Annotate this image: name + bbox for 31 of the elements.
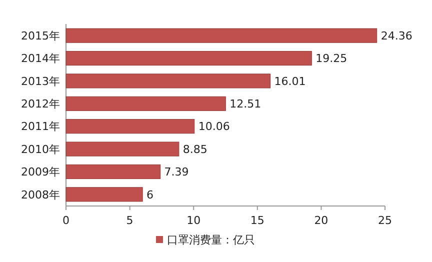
x-tick-label: 20 (314, 214, 328, 227)
y-tick-label: 2011年 (21, 120, 60, 134)
data-label: 16.01 (274, 74, 306, 88)
data-label: 7.39 (164, 166, 189, 179)
bar (66, 50, 312, 66)
y-tick-label: 2010年 (21, 142, 60, 156)
bar (66, 119, 195, 134)
y-tick-label: 2014年 (21, 52, 60, 66)
x-tick-label: 0 (62, 214, 70, 227)
data-label: 6 (146, 188, 154, 202)
y-tick-label: 2009年 (21, 166, 60, 179)
y-tick-label: 2008年 (21, 188, 60, 202)
bar (66, 28, 378, 43)
bar (66, 142, 180, 156)
y-tick-label: 2015年 (21, 29, 60, 42)
bar (66, 164, 161, 180)
data-label: 24.36 (380, 29, 412, 42)
data-label: 19.25 (316, 52, 348, 66)
x-tick-label: 5 (126, 214, 134, 227)
y-tick-label: 2013年 (21, 74, 60, 88)
x-tick-label: 10 (186, 214, 201, 227)
data-label: 8.85 (182, 142, 208, 156)
legend-label: 口罩消费量：亿只 (167, 233, 255, 246)
data-label: 10.06 (198, 120, 230, 134)
x-tick-label: 15 (250, 214, 264, 227)
bar (66, 96, 226, 111)
bar (66, 74, 271, 88)
bar (66, 187, 143, 202)
x-tick-label: 25 (378, 214, 392, 227)
y-tick-label: 2012年 (21, 98, 60, 111)
data-label: 12.51 (230, 98, 262, 111)
